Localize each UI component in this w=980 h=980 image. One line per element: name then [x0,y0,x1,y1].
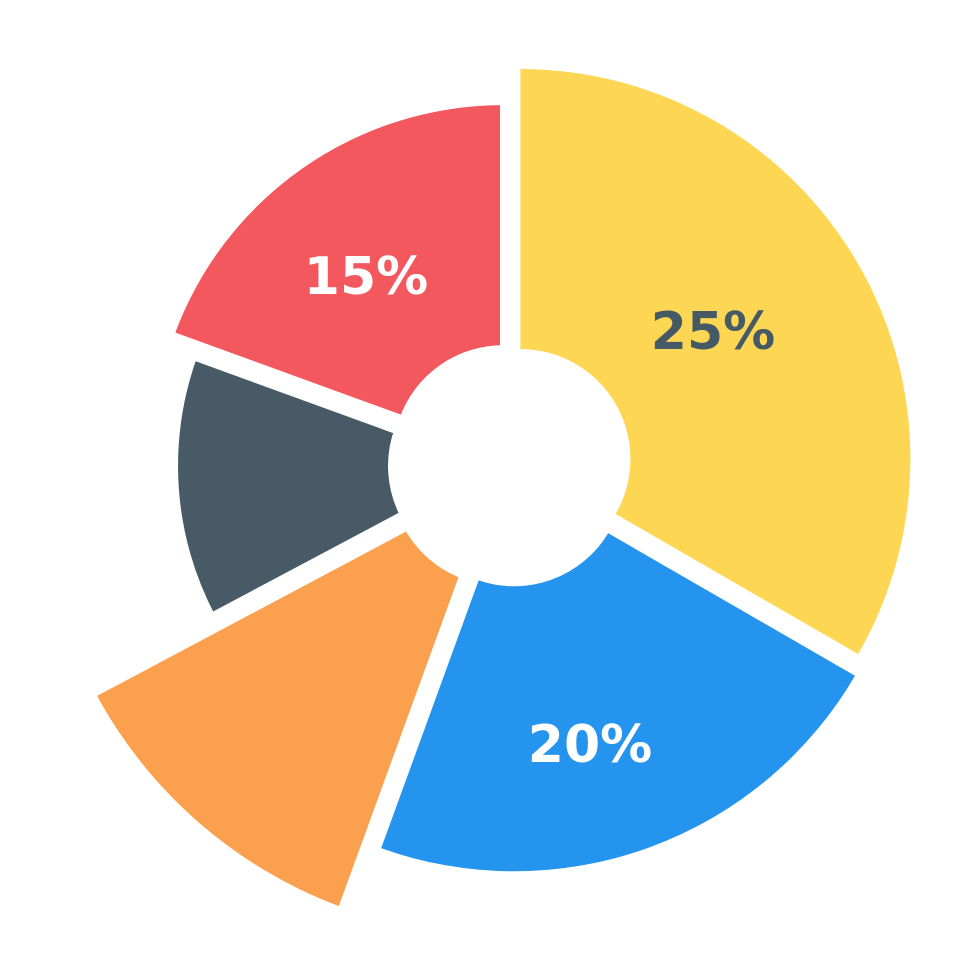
slice-blue [379,531,857,872]
slice-separator [55,291,412,438]
slice-separator [336,563,483,920]
slice-blue-label: 20% [528,715,652,775]
slice-yellow [520,69,911,654]
slice-red-label: 15% [304,247,428,307]
center-hole [400,355,620,575]
slice-red [174,105,504,418]
slice-yellow-label: 25% [651,302,775,362]
slice-orange [94,527,464,908]
slice-dark [178,356,401,617]
slice-separator [598,510,931,714]
slice-separator [81,506,420,700]
